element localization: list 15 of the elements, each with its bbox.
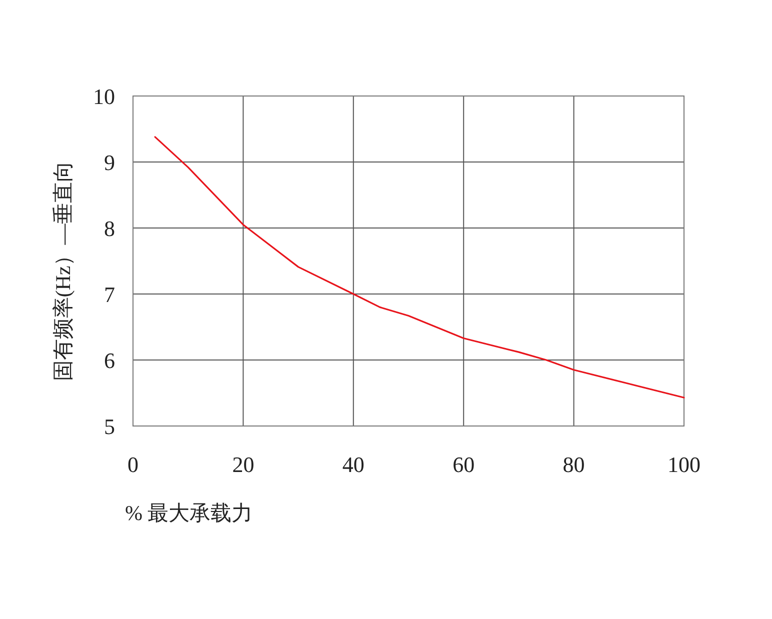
x-tick-label: 60	[452, 452, 475, 477]
y-tick-label: 5	[104, 414, 115, 439]
x-tick-label: 80	[562, 452, 585, 477]
x-tick-label: 0	[128, 452, 138, 477]
y-axis-title: 固有频率(Hz）—垂直向	[51, 160, 75, 382]
x-tick-label: 100	[668, 452, 700, 477]
line-series	[154, 136, 685, 398]
y-tick-label: 6	[104, 348, 115, 373]
x-axis-title: % 最大承载力	[125, 501, 253, 525]
x-tick-label: 40	[342, 452, 364, 477]
y-tick-label: 9	[104, 150, 115, 175]
x-tick-label: 20	[232, 452, 254, 477]
y-tick-label: 7	[104, 282, 115, 307]
y-tick-label: 10	[93, 84, 115, 109]
y-tick-label: 8	[104, 216, 115, 241]
